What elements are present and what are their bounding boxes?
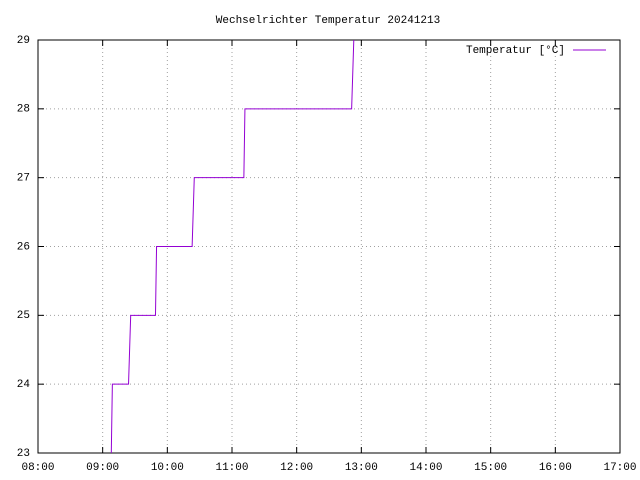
plot-border [37, 39, 621, 454]
y-tick-label: 29 [17, 35, 30, 47]
x-tick-label: 14:00 [409, 462, 442, 474]
x-tick-label: 12:00 [280, 462, 313, 474]
x-tick-label: 10:00 [151, 462, 184, 474]
x-tick-label: 16:00 [539, 462, 572, 474]
y-tick-label: 26 [17, 241, 30, 253]
y-tick-label: 23 [17, 448, 30, 460]
x-tick-label: 17:00 [603, 462, 636, 474]
x-tick-label: 13:00 [345, 462, 378, 474]
y-tick-label: 24 [17, 379, 31, 391]
x-tick-label: 09:00 [86, 462, 119, 474]
y-tick-label: 27 [17, 173, 30, 185]
legend-label: Temperatur [°C] [466, 45, 565, 57]
data-line [110, 40, 355, 453]
y-tick-label: 25 [17, 310, 30, 322]
x-tick-label: 11:00 [215, 462, 248, 474]
x-tick-label: 15:00 [474, 462, 507, 474]
x-tick-label: 08:00 [21, 462, 54, 474]
y-tick-label: 28 [17, 104, 30, 116]
chart-title: Wechselrichter Temperatur 20241213 [216, 15, 440, 27]
